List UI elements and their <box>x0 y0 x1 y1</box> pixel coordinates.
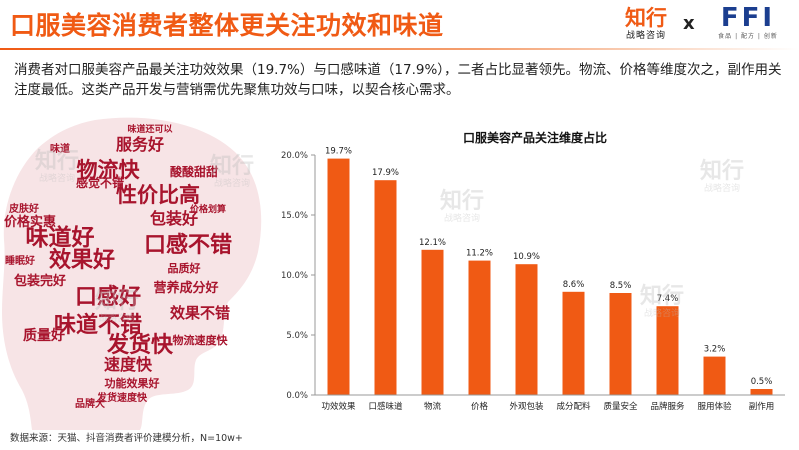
bar-value-label: 8.5% <box>610 281 632 291</box>
page-title: 口服美容消费者整体更关注功效和味道 <box>10 11 444 40</box>
bar <box>703 356 726 395</box>
bar <box>374 180 397 395</box>
bar <box>656 306 679 395</box>
word-cloud-term: 睡眠好 <box>5 254 35 267</box>
y-tick-label: 10.0% <box>281 271 308 281</box>
zhixing-logo-sub: 战略咨询 <box>625 31 666 41</box>
bar <box>327 158 350 395</box>
word-cloud-term: 品牌大 <box>75 397 105 410</box>
word-cloud-term: 味道不错 <box>54 312 142 338</box>
bar <box>421 249 444 395</box>
word-cloud-term: 酸酸甜甜 <box>170 164 218 179</box>
x-tick-label: 外观包装 <box>509 401 544 412</box>
word-cloud-term: 口感好 <box>75 284 141 310</box>
bar <box>562 291 585 395</box>
word-cloud-term: 效果好 <box>49 247 115 273</box>
word-cloud-term: 味道 <box>50 142 70 155</box>
word-cloud-term: 性价比高 <box>116 183 200 207</box>
word-cloud-term: 口感不错 <box>144 232 232 258</box>
x-tick-label: 副作用 <box>749 401 775 412</box>
word-cloud-term: 价格实惠 <box>4 214 56 230</box>
watermark: 知行 战略咨询 <box>640 284 685 320</box>
ffi-logo-name: FFI <box>720 3 776 33</box>
word-cloud-term: 价格划算 <box>190 203 226 215</box>
word-cloud-term: 物流快 <box>77 158 141 182</box>
y-tick-label: 5.0% <box>286 331 308 341</box>
bar-value-label: 12.1% <box>419 238 446 248</box>
x-tick-label: 质量安全 <box>603 401 638 412</box>
x-tick-label: 物流 <box>424 401 442 412</box>
bar-value-label: 10.9% <box>513 252 540 262</box>
watermark: 知行 战略咨询 <box>35 149 80 185</box>
title-divider <box>0 48 799 50</box>
x-tick-label: 口感味道 <box>368 401 403 412</box>
y-tick-label: 20.0% <box>281 151 308 161</box>
bar-value-label: 17.9% <box>372 168 399 178</box>
zhixing-logo-name: 知行 <box>625 6 667 30</box>
ffi-logo-sub: 食品 | 配方 | 创新 <box>718 33 778 40</box>
bar <box>515 264 538 395</box>
word-cloud-term: 包装好 <box>150 209 198 228</box>
data-source-note: 数据来源：天猫、抖音消费者评价建模分析，N=10w+ <box>10 433 243 444</box>
logo-cross: x <box>683 13 695 34</box>
word-cloud-term: 包装完好 <box>14 273 66 289</box>
bar-value-label: 7.4% <box>657 294 679 304</box>
word-cloud-term: 发货速度快 <box>96 391 148 404</box>
x-tick-label: 成分配料 <box>556 401 591 412</box>
bar <box>468 260 491 395</box>
word-cloud-term: 发货快 <box>106 332 174 358</box>
watermark: 知行 战略咨询 <box>95 289 140 325</box>
watermark: 知行 战略咨询 <box>700 159 745 195</box>
bar-value-label: 8.6% <box>563 280 585 290</box>
word-cloud-term: 服务好 <box>116 135 164 154</box>
word-cloud-term: 效果不错 <box>170 304 230 322</box>
word-cloud-term: 物流速度快 <box>173 333 229 347</box>
zhixing-logo: 知行 战略咨询 <box>617 6 675 42</box>
word-cloud-term: 营养成分好 <box>153 280 218 296</box>
x-tick-label: 功效效果 <box>321 401 356 412</box>
word-cloud-term: 皮肤好 <box>8 202 39 215</box>
word-cloud-term: 质量好 <box>23 327 65 344</box>
bar-value-label: 11.2% <box>466 249 493 259</box>
word-cloud-term: 味道还可以 <box>127 123 172 135</box>
attention-bar-chart: 口服美容产品关注维度占比 0.0% 5.0% 10.0% 15.0% 20.0% 19.… <box>281 130 785 412</box>
watermark: 知行 战略咨询 <box>440 189 485 225</box>
x-tick-label: 服用体验 <box>697 401 732 412</box>
ffi-logo: FFI 食品 | 配方 | 创新 <box>704 4 792 41</box>
bar-value-label: 19.7% <box>325 147 352 157</box>
watermark: 知行 战略咨询 <box>210 154 255 190</box>
bar <box>609 293 632 395</box>
x-tick-label: 价格 <box>471 401 489 412</box>
y-tick-label: 15.0% <box>281 211 308 221</box>
summary-text: 消费者对口服美容产品最关注功效效果（19.7%）与口感味道（17.9%），二者占… <box>14 62 782 98</box>
bar <box>750 389 773 395</box>
word-cloud-term: 感觉不错 <box>76 175 124 190</box>
x-tick-label: 品牌服务 <box>650 401 685 412</box>
bar-value-label: 0.5% <box>751 377 773 387</box>
chart-title: 口服美容产品关注维度占比 <box>463 130 607 145</box>
bar-value-label: 3.2% <box>704 345 726 355</box>
y-tick-label: 0.0% <box>286 391 308 401</box>
head-silhouette <box>2 117 262 430</box>
word-cloud-term: 速度快 <box>104 355 153 374</box>
word-cloud-term: 功能效果好 <box>105 376 160 390</box>
word-cloud-term: 味道好 <box>26 224 95 251</box>
word-cloud-term: 品质好 <box>168 261 201 275</box>
